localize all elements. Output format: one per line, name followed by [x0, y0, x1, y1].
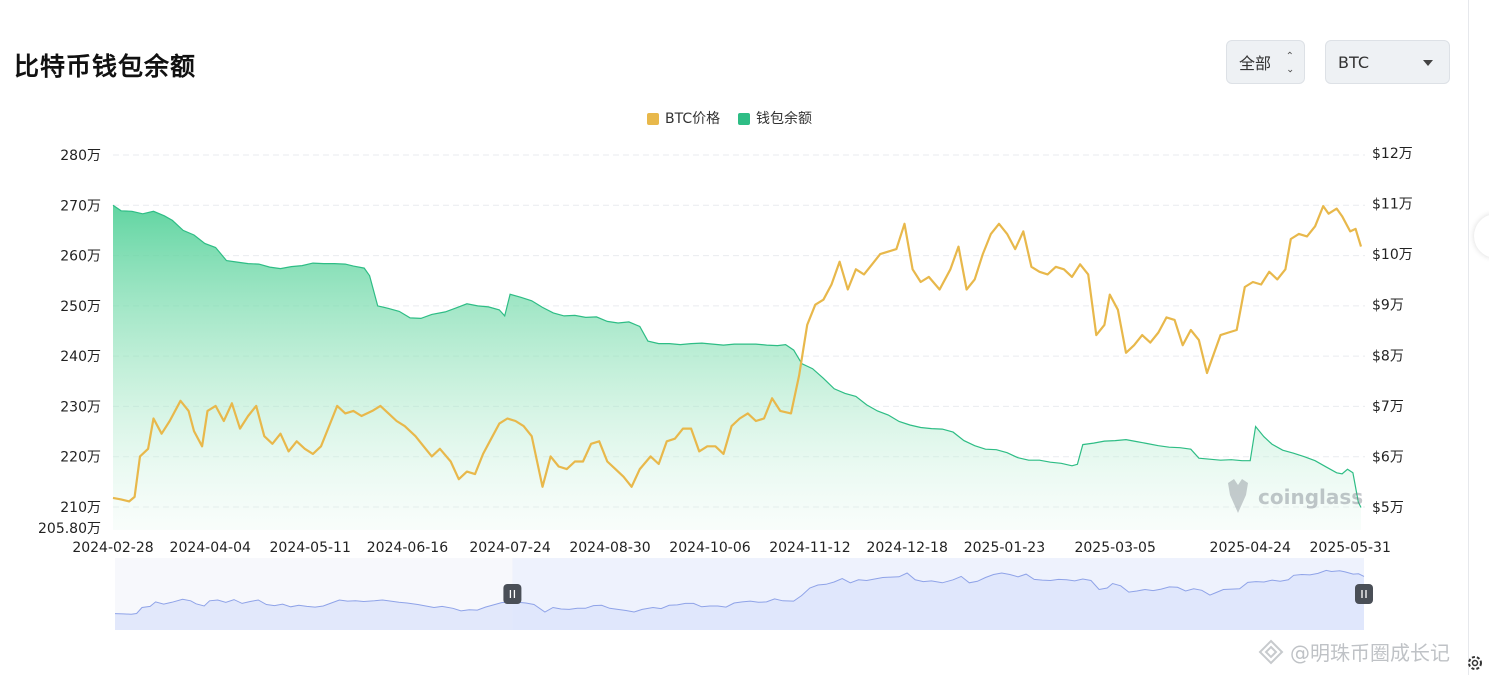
diamond-logo-icon — [1258, 639, 1284, 664]
legend-label-balance: 钱包余额 — [756, 110, 812, 127]
legend: BTC价格 钱包余额 — [647, 110, 812, 127]
balance-series — [112, 204, 1362, 531]
footer-watermark-text: @明珠币圈成长记 — [1290, 641, 1450, 665]
left-tick-label: 210万 — [60, 500, 101, 516]
x-tick-label: 2024-11-12 — [769, 540, 850, 556]
left-tick-label: 240万 — [60, 349, 101, 365]
left-tick-label: 280万 — [60, 148, 101, 164]
x-tick-label: 2024-07-24 — [469, 540, 550, 556]
legend-swatch-price — [647, 113, 659, 125]
chevron-down-icon — [1423, 60, 1433, 66]
right-tick-label: $11万 — [1372, 197, 1413, 213]
right-tick-label: $12万 — [1372, 146, 1413, 162]
left-tick-label: 250万 — [60, 299, 101, 315]
x-tick-label: 2025-01-23 — [964, 540, 1045, 556]
navigator — [114, 558, 1373, 630]
side-panel-toggle[interactable] — [1474, 214, 1489, 258]
x-tick-label: 2024-06-16 — [367, 540, 448, 556]
right-axis-ticks: $5万 $6万 $7万 $8万 $9万 $10万 $11万 $12万 — [1372, 146, 1413, 516]
navigator-area — [115, 570, 1364, 630]
right-tick-label: $5万 — [1372, 500, 1404, 516]
grid-lines — [113, 154, 1365, 508]
range-select[interactable]: 全部 ⌃ ⌃ — [1226, 40, 1305, 84]
page-title: 比特币钱包余额 — [14, 52, 197, 81]
gear-icon[interactable] — [1466, 654, 1484, 672]
navigator-background — [115, 558, 1364, 630]
range-select-value: 全部 — [1239, 54, 1272, 73]
up-down-arrows-icon: ⌃ ⌃ — [1285, 51, 1294, 74]
price-series — [112, 205, 1363, 503]
x-tick-label: 2024-10-06 — [669, 540, 750, 556]
coinglass-logo-text: coinglass — [1258, 485, 1363, 509]
right-tick-label: $10万 — [1372, 247, 1413, 263]
navigator-line — [114, 569, 1365, 615]
x-tick-label: 2024-05-11 — [270, 540, 351, 556]
footer-watermark: @明珠币圈成长记 — [1258, 637, 1450, 666]
right-tick-label: $7万 — [1372, 399, 1404, 415]
left-tick-label: 205.80万 — [38, 521, 101, 537]
legend-swatch-balance — [738, 113, 750, 125]
x-axis-ticks: 2024-02-28 2024-04-04 2024-05-11 2024-06-16… — [72, 540, 1391, 556]
left-tick-label: 260万 — [60, 249, 101, 265]
left-tick-label: 270万 — [60, 198, 101, 214]
right-tick-label: $9万 — [1372, 298, 1404, 314]
x-tick-label: 2024-02-28 — [72, 540, 153, 556]
balance-line — [112, 204, 1362, 508]
navigator-handle-right[interactable] — [1355, 584, 1373, 604]
navigator-handle-left[interactable] — [503, 584, 522, 604]
x-tick-label: 2025-03-05 — [1074, 540, 1155, 556]
x-tick-label: 2024-12-18 — [866, 540, 947, 556]
x-tick-label: 2024-08-30 — [569, 540, 650, 556]
coin-select[interactable]: BTC — [1325, 40, 1450, 84]
balance-area — [113, 205, 1361, 531]
price-line — [112, 205, 1363, 503]
x-tick-label: 2025-04-24 — [1210, 540, 1291, 556]
x-tick-label: 2025-05-31 — [1310, 540, 1391, 556]
x-tick-label: 2024-04-04 — [170, 540, 251, 556]
navigator-selection — [512, 558, 1364, 630]
legend-label-price: BTC价格 — [665, 111, 720, 127]
left-tick-label: 230万 — [60, 399, 101, 415]
right-tick-label: $8万 — [1372, 348, 1404, 364]
coinglass-watermark: coinglass — [1228, 479, 1363, 513]
coin-select-value: BTC — [1338, 52, 1369, 72]
coinglass-logo-icon — [1228, 479, 1248, 513]
handle-grip — [503, 584, 522, 604]
right-tick-label: $6万 — [1372, 449, 1404, 465]
handle-grip — [1355, 584, 1373, 604]
left-axis-ticks: 205.80万 210万 220万 230万 240万 250万 260万 270万 280万 — [38, 148, 101, 537]
left-tick-label: 220万 — [60, 450, 101, 466]
